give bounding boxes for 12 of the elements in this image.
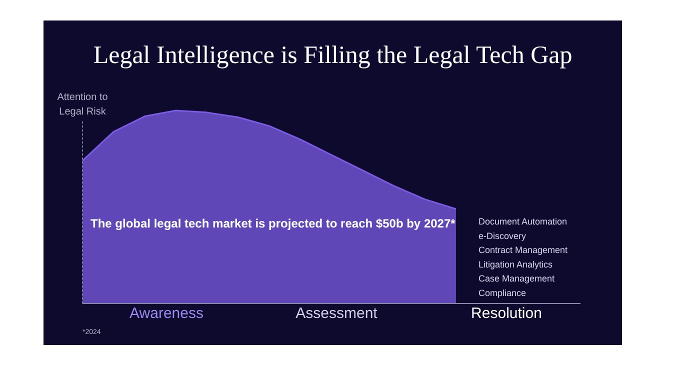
y-axis-title: Attention to Legal Risk	[57, 92, 108, 118]
text: Compliance	[478, 288, 526, 298]
text: Litigation Analytics	[478, 259, 554, 270]
text: Resolution	[471, 305, 542, 322]
text: Document Automation	[478, 216, 568, 226]
text: e-Discovery	[478, 230, 527, 241]
text: Assessment	[296, 305, 378, 322]
chart-title: Legal Intelligence is Filling the Legal Tech Gap	[93, 42, 572, 69]
annotation: The global legal tech market is projected to reach $50b by 2027*	[90, 216, 456, 230]
text: Awareness	[130, 305, 204, 322]
text: Case Management	[478, 274, 556, 284]
text: Contract Management	[478, 245, 568, 256]
